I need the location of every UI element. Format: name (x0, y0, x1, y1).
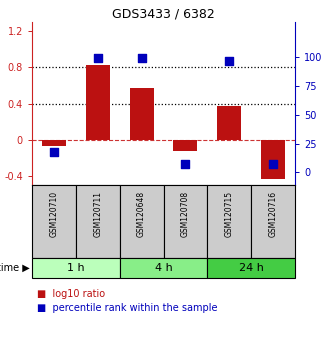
Text: GSM120715: GSM120715 (225, 191, 234, 237)
Bar (261, 140, 285, 179)
Bar (42, 140, 66, 146)
Text: GSM120710: GSM120710 (49, 191, 58, 237)
Text: time ▶: time ▶ (0, 263, 30, 273)
Bar (120, 185, 163, 258)
Bar (173, 140, 197, 152)
Text: 1 h: 1 h (67, 263, 85, 273)
Bar (32, 258, 120, 278)
Text: 4 h: 4 h (155, 263, 172, 273)
Text: GSM120711: GSM120711 (93, 191, 102, 237)
Text: ■  percentile rank within the sample: ■ percentile rank within the sample (37, 303, 218, 313)
Point (51, 149, 56, 154)
Bar (32, 185, 76, 258)
Text: GSM120648: GSM120648 (137, 191, 146, 237)
Title: GDS3433 / 6382: GDS3433 / 6382 (112, 8, 215, 21)
Point (227, 58, 232, 64)
Bar (207, 185, 251, 258)
Point (95, 55, 100, 61)
Text: 24 h: 24 h (239, 263, 264, 273)
Bar (76, 185, 120, 258)
Point (183, 161, 188, 167)
Text: GSM120716: GSM120716 (269, 191, 278, 237)
Point (271, 161, 276, 167)
Bar (251, 185, 295, 258)
Bar (86, 64, 110, 140)
Text: ■  log10 ratio: ■ log10 ratio (37, 289, 105, 299)
Bar (207, 258, 295, 278)
Bar (217, 106, 241, 140)
Point (139, 55, 144, 61)
Bar (163, 185, 207, 258)
Bar (120, 258, 207, 278)
Text: GSM120708: GSM120708 (181, 191, 190, 237)
Bar (130, 88, 154, 140)
